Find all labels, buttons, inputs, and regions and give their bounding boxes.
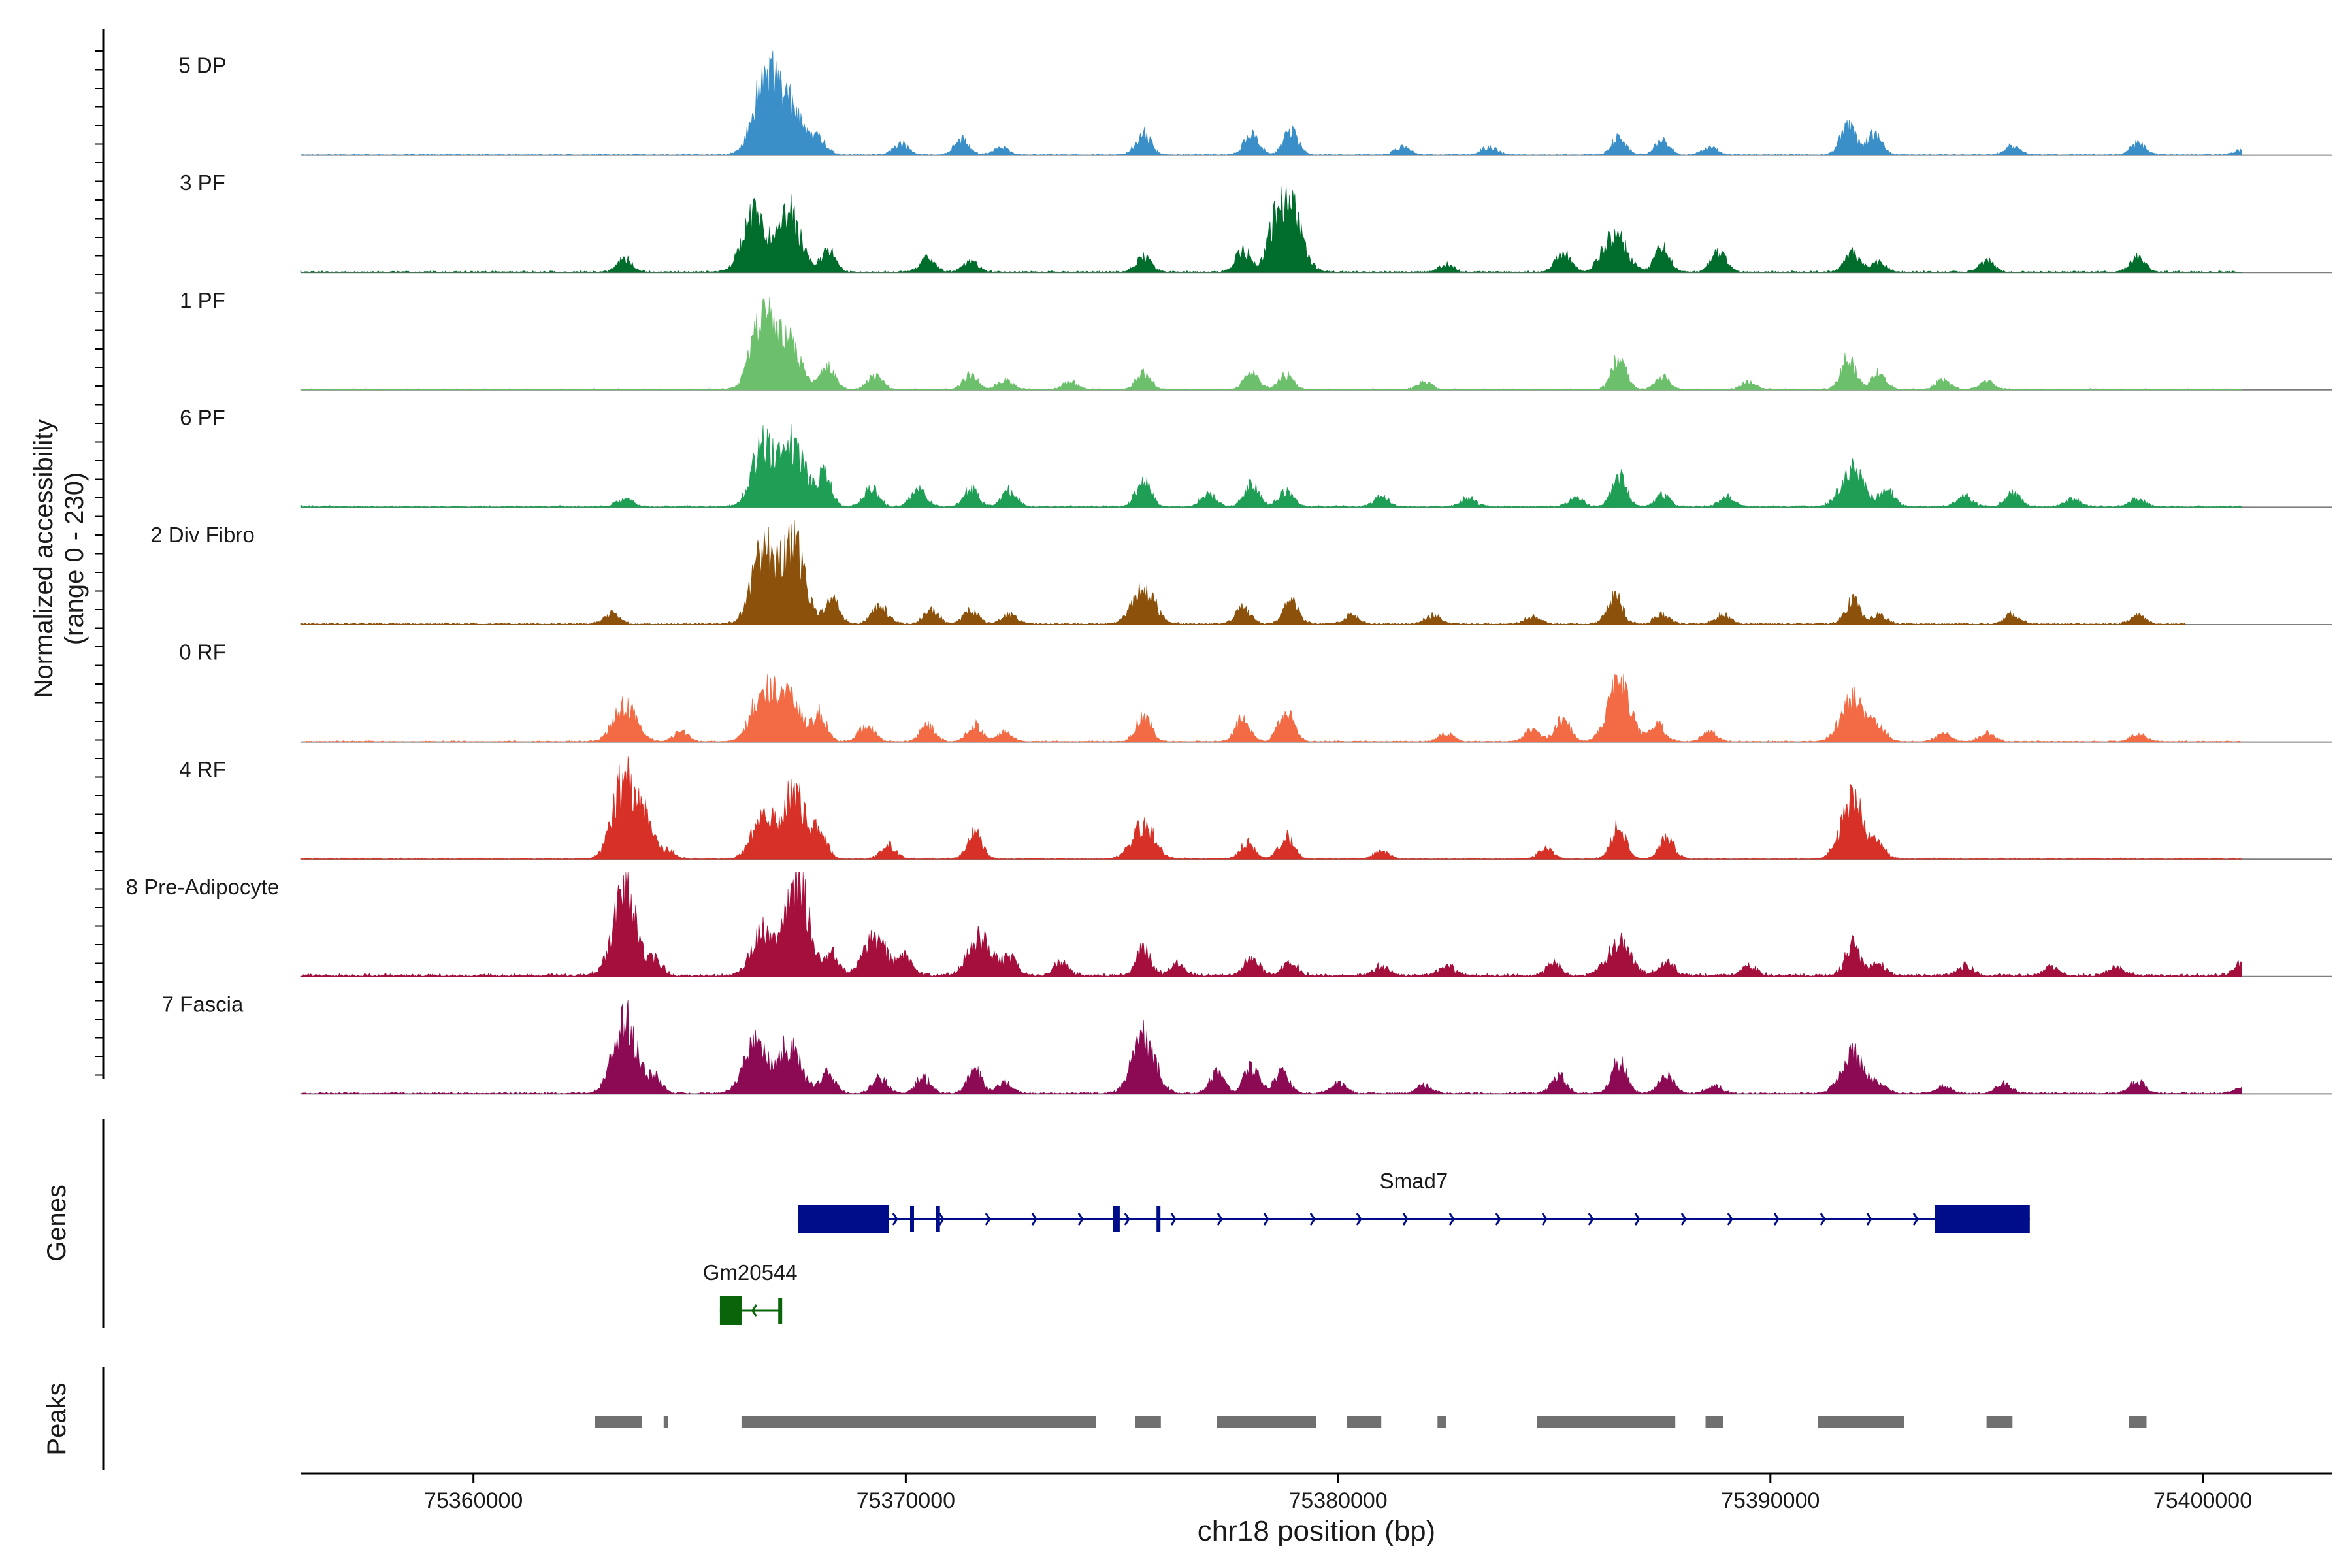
strand-chevron xyxy=(1495,1213,1501,1226)
peak-region xyxy=(1217,1416,1316,1428)
coverage-area xyxy=(300,186,2242,273)
strand-chevron xyxy=(1588,1213,1594,1226)
track-label: 7 Fascia xyxy=(162,992,244,1016)
peak-region xyxy=(1347,1416,1382,1428)
strand-chevron xyxy=(1541,1213,1548,1226)
strand-chevron xyxy=(1077,1213,1084,1226)
x-axis-ticks: 75360000 75370000 75380000 75390000 75400000 xyxy=(424,1473,2252,1513)
peak-region xyxy=(741,1416,1096,1428)
peak-region xyxy=(1818,1416,1904,1428)
y-axis-title-line2: (range 0 - 230) xyxy=(60,472,89,645)
track-label: 3 PF xyxy=(180,171,225,195)
peak-region xyxy=(1537,1416,1676,1428)
strand-chevron xyxy=(1170,1213,1177,1226)
track-3-pf: 3 PF xyxy=(180,171,2332,274)
track-6-pf: 6 PF xyxy=(180,405,2332,508)
strand-chevron xyxy=(1309,1213,1316,1226)
gene-name-label: Smad7 xyxy=(1380,1169,1448,1193)
track-2-div-fibro: 2 Div Fibro xyxy=(150,519,2332,625)
gene-exon xyxy=(910,1206,914,1232)
strand-chevron xyxy=(1727,1213,1733,1226)
track-label: 8 Pre-Adipocyte xyxy=(126,875,280,899)
coverage-area xyxy=(300,1000,2242,1094)
coverage-area xyxy=(300,756,2242,860)
strand-chevron xyxy=(1448,1213,1455,1226)
gene-exon xyxy=(798,1205,889,1233)
coverage-tracks: 5 DP 3 PF 1 PF 6 PF 2 Div Fibro 0 RF 4 RF 8 Pre… xyxy=(126,50,2332,1095)
track-label: 0 RF xyxy=(179,640,226,664)
gene-exon xyxy=(1935,1205,2030,1233)
x-tick-label: 75370000 xyxy=(857,1488,955,1513)
peaks-panel-label: Peaks xyxy=(42,1382,71,1455)
strand-chevron xyxy=(751,1304,758,1317)
strand-chevron xyxy=(1124,1213,1130,1226)
strand-chevron xyxy=(1634,1213,1641,1226)
x-tick-label: 75390000 xyxy=(1721,1488,1820,1513)
gene-smad7: Smad7 xyxy=(797,1169,2030,1233)
track-7-fascia: 7 Fascia xyxy=(162,992,2332,1095)
track-label: 5 DP xyxy=(178,54,226,78)
peak-regions xyxy=(595,1416,2147,1428)
x-tick-label: 75400000 xyxy=(2153,1488,2252,1513)
x-tick-label: 75360000 xyxy=(424,1488,523,1513)
track-8-pre-adipocyte: 8 Pre-Adipocyte xyxy=(126,872,2332,977)
peak-region xyxy=(2129,1416,2147,1428)
strand-chevron xyxy=(985,1213,991,1226)
peak-region xyxy=(1437,1416,1446,1428)
strand-chevron xyxy=(1820,1213,1826,1226)
gene-name-label: Gm20544 xyxy=(703,1260,798,1284)
track-label: 6 PF xyxy=(180,405,225,429)
track-1-pf: 1 PF xyxy=(180,288,2332,391)
strand-chevron xyxy=(1912,1213,1919,1226)
strand-chevron xyxy=(1356,1213,1362,1226)
coverage-area xyxy=(300,296,2242,391)
track-label: 1 PF xyxy=(180,288,225,312)
peak-region xyxy=(595,1416,642,1428)
peak-region xyxy=(663,1416,668,1428)
gene-gm20544: Gm20544 xyxy=(703,1260,798,1325)
y-axis-title-line1: Normalized accessibility xyxy=(29,419,58,698)
x-axis-title: chr18 position (bp) xyxy=(1198,1515,1435,1547)
peak-region xyxy=(1135,1416,1161,1428)
coverage-area xyxy=(300,872,2242,977)
x-tick-label: 75380000 xyxy=(1288,1488,1387,1513)
peak-region xyxy=(1705,1416,1723,1428)
strand-chevron xyxy=(938,1213,945,1226)
track-0-rf: 0 RF xyxy=(179,640,2332,743)
gene-exon xyxy=(719,1296,742,1325)
coverage-area xyxy=(300,674,2242,743)
strand-chevron xyxy=(1402,1213,1409,1226)
peak-region xyxy=(1986,1416,2013,1428)
strand-chevron xyxy=(1031,1213,1037,1226)
genes-panel-label: Genes xyxy=(42,1184,71,1262)
track-5-dp: 5 DP xyxy=(178,50,2332,156)
strand-chevron xyxy=(892,1213,898,1226)
gene-exon xyxy=(1156,1206,1161,1232)
gene-exon xyxy=(936,1206,940,1232)
strand-chevron xyxy=(1217,1213,1223,1226)
track-label: 2 Div Fibro xyxy=(150,523,255,547)
strand-chevron xyxy=(1866,1213,1872,1226)
coverage-area xyxy=(300,519,2186,625)
tracks-y-ticks xyxy=(95,50,103,1076)
strand-chevron xyxy=(1680,1213,1687,1226)
coverage-area xyxy=(300,424,2242,508)
gene-exon xyxy=(1113,1206,1120,1232)
track-4-rf: 4 RF xyxy=(179,756,2332,860)
gene-annotations: Smad7 Gm20544 xyxy=(703,1169,2030,1325)
gene-exon xyxy=(778,1298,783,1324)
track-label: 4 RF xyxy=(179,757,226,781)
coverage-area xyxy=(300,50,2242,156)
strand-chevron xyxy=(1263,1213,1269,1226)
strand-chevron xyxy=(1773,1213,1780,1226)
